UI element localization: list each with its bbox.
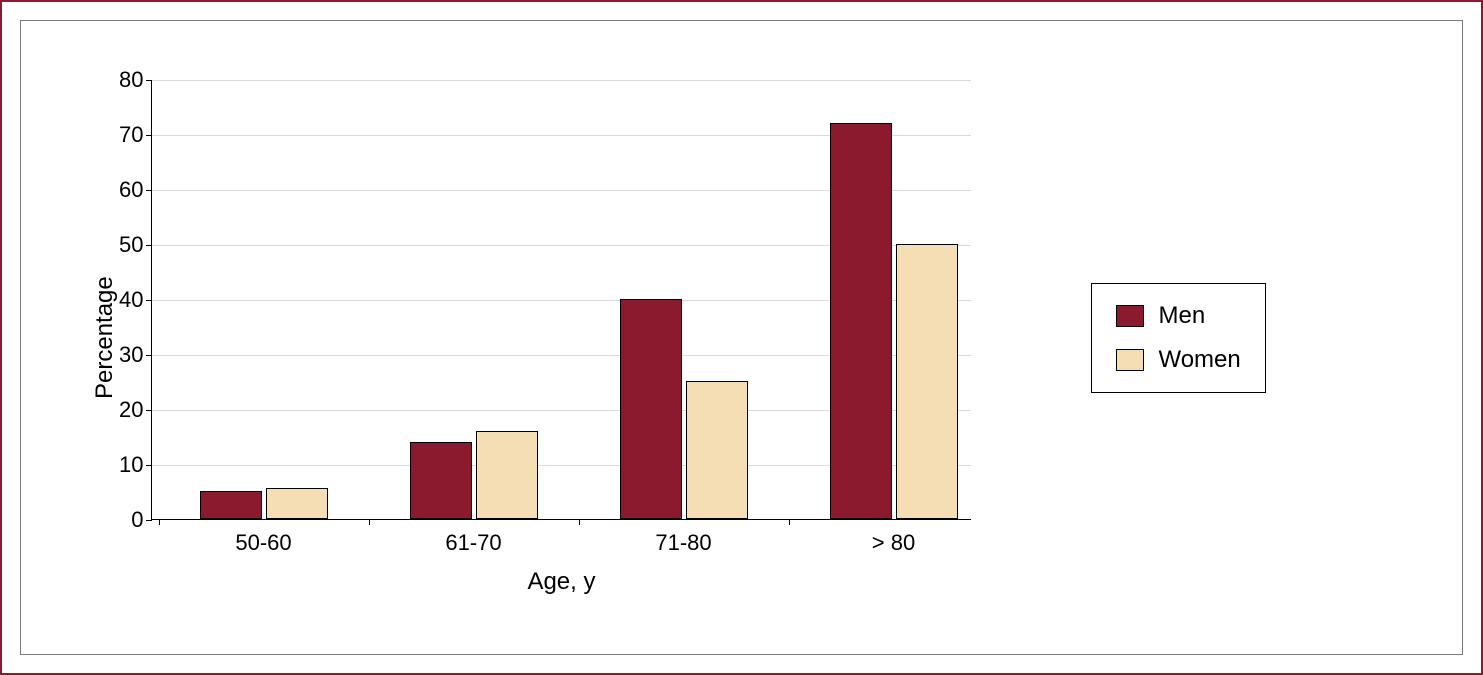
plot-wrap: 50-60 61-70 71-80 > 80 Age, y	[151, 80, 971, 596]
y-tick-mark	[146, 80, 152, 81]
x-tick-label: > 80	[872, 530, 915, 556]
y-tick-mark	[146, 410, 152, 411]
x-axis-label: Age, y	[151, 568, 971, 596]
outer-frame: Percentage 80706050403020100 50-6061-707…	[0, 0, 1483, 675]
bar	[830, 123, 892, 519]
x-tick-label: 71-80	[655, 530, 711, 556]
y-axis-label: Percentage	[81, 80, 119, 596]
y-tick-mark	[146, 300, 152, 301]
x-axis-tick-labels: 50-60 61-70 71-80 > 80	[151, 520, 971, 560]
y-tick-mark	[146, 465, 152, 466]
bar	[620, 299, 682, 519]
bar	[266, 488, 328, 518]
legend-swatch	[1116, 305, 1144, 327]
x-tick-label: 61-70	[445, 530, 501, 556]
plot-area	[151, 80, 971, 520]
grid-line	[152, 80, 971, 81]
legend-item: Men	[1116, 302, 1240, 330]
legend-label: Men	[1158, 302, 1205, 330]
bar	[476, 431, 538, 519]
bar	[686, 381, 748, 519]
chart-region: Percentage 80706050403020100 50-6061-707…	[81, 80, 1266, 596]
x-tick-label: 50-60	[235, 530, 291, 556]
legend-label: Women	[1158, 346, 1240, 374]
y-tick-mark	[146, 190, 152, 191]
legend: Men Women	[1091, 283, 1265, 393]
y-tick-mark	[146, 135, 152, 136]
legend-item: Women	[1116, 346, 1240, 374]
bar	[410, 442, 472, 519]
y-tick-mark	[146, 355, 152, 356]
chart-block: Percentage 80706050403020100 50-6061-707…	[81, 80, 971, 596]
bar	[200, 491, 262, 519]
bar	[896, 244, 958, 519]
inner-frame: Percentage 80706050403020100 50-6061-707…	[20, 20, 1463, 655]
y-tick-mark	[146, 245, 152, 246]
legend-swatch	[1116, 349, 1144, 371]
